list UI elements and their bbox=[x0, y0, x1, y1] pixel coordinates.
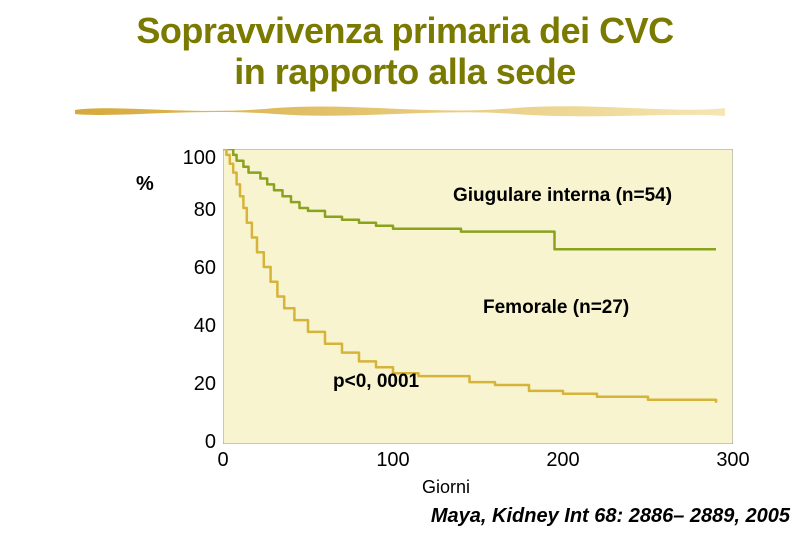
ytick-60: 60 bbox=[172, 257, 216, 280]
survival-chart: 100 80 60 40 20 0 0 100 200 300 Giugular… bbox=[172, 149, 777, 469]
ytick-20: 20 bbox=[172, 373, 216, 396]
xtick-200: 200 bbox=[533, 449, 593, 472]
ytick-40: 40 bbox=[172, 315, 216, 338]
series-label-femorale: Femorale (n=27) bbox=[483, 297, 629, 319]
xtick-300: 300 bbox=[703, 449, 763, 472]
xtick-100: 100 bbox=[363, 449, 423, 472]
title-line-1: Sopravvivenza primaria dei CVC bbox=[0, 10, 810, 51]
xtick-0: 0 bbox=[193, 449, 253, 472]
slide-title: Sopravvivenza primaria dei CVC in rappor… bbox=[0, 0, 810, 93]
ytick-100: 100 bbox=[172, 147, 216, 170]
title-line-2: in rapporto alla sede bbox=[0, 51, 810, 92]
p-value-text: p<0, 0001 bbox=[333, 371, 419, 393]
title-underline bbox=[75, 102, 725, 118]
citation-text: Maya, Kidney Int 68: 2886– 2889, 2005 bbox=[431, 505, 790, 528]
y-axis-label: % bbox=[136, 173, 154, 196]
series-label-giugulare: Giugulare interna (n=54) bbox=[453, 185, 672, 207]
ytick-80: 80 bbox=[172, 199, 216, 222]
x-axis-title: Giorni bbox=[422, 477, 470, 498]
